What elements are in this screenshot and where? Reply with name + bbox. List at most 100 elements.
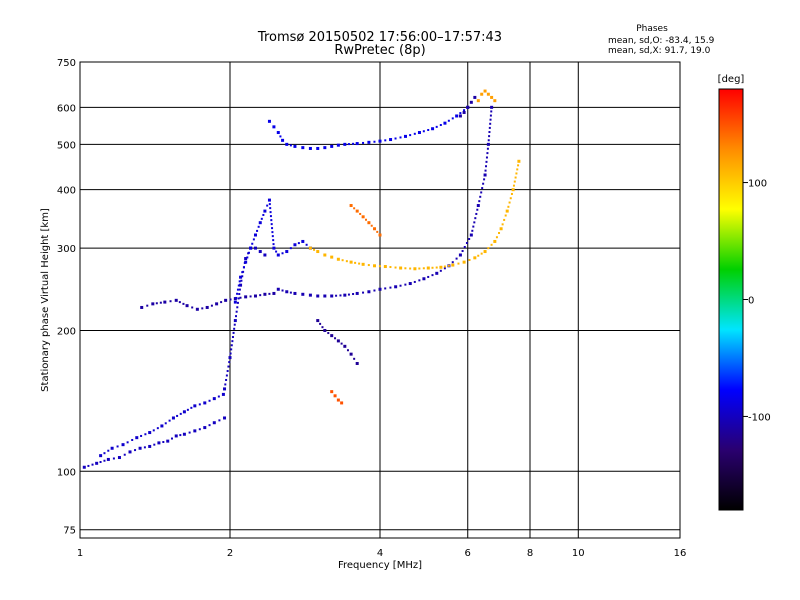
echo-point [473, 95, 477, 99]
echo-point [340, 401, 344, 405]
echo-dot [472, 225, 475, 228]
echo-dot [146, 304, 149, 307]
y-tick-label: 75 [63, 526, 76, 537]
echo-dot [228, 361, 231, 364]
echo-point [439, 265, 443, 269]
echo-dot [241, 271, 244, 274]
echo-point [413, 267, 417, 271]
echo-point [394, 285, 398, 289]
echo-dot [345, 260, 348, 263]
echo-point [285, 142, 289, 146]
echo-point [443, 121, 447, 125]
echo-dot [131, 438, 134, 441]
echo-point [249, 246, 253, 250]
echo-dot [365, 218, 368, 221]
echo-point [378, 139, 382, 143]
echo-dot [489, 118, 492, 121]
echo-dot [179, 412, 182, 415]
echo-dot [256, 229, 259, 232]
echo-point [355, 142, 359, 146]
echo-point [355, 361, 359, 365]
echo-point [367, 221, 371, 225]
echo-point [193, 404, 197, 408]
echo-dot [170, 437, 173, 440]
echo-point [480, 92, 484, 96]
echo-point [336, 257, 340, 261]
echo-dot [210, 304, 213, 307]
echo-point [378, 287, 382, 291]
echo-dot [230, 344, 233, 347]
echo-dot [91, 463, 94, 466]
echo-point [316, 250, 320, 254]
chart-subtitle: RwPretec (8p) [334, 43, 425, 58]
echo-point [486, 92, 490, 96]
echo-dot [463, 246, 466, 249]
echo-point [383, 265, 387, 269]
echo-point [110, 446, 114, 450]
echo-dot [225, 374, 228, 377]
echo-dot [272, 239, 275, 242]
echo-point [285, 250, 289, 254]
echo-dot [198, 403, 201, 406]
echo-dot [443, 265, 446, 268]
echo-dot [353, 357, 356, 360]
y-axis: 75 100 200 300 400 500 600 750 [57, 58, 76, 537]
echo-point [223, 387, 227, 391]
echo-point [330, 390, 334, 394]
echo-point [293, 243, 297, 247]
echo-dot [431, 274, 434, 277]
echo-dot [352, 293, 355, 296]
echo-dot [485, 160, 488, 163]
echo-dot [271, 227, 274, 230]
echo-point [276, 253, 280, 257]
echo-point [253, 233, 257, 237]
echo-point [316, 319, 320, 323]
echo-trace [308, 159, 521, 271]
echo-point [272, 291, 276, 295]
echo-dot [238, 288, 241, 291]
echo-dot [435, 266, 438, 269]
echo-dot [488, 126, 491, 129]
echo-dot [103, 452, 106, 455]
echo-dot [201, 307, 204, 310]
echo-point [316, 146, 320, 150]
echo-point [174, 434, 178, 438]
echo-trace [140, 291, 276, 311]
echo-dot [143, 446, 146, 449]
echo-point [174, 298, 178, 302]
echo-point [378, 233, 382, 237]
phases-title: Phases [636, 24, 668, 34]
echo-point [106, 457, 110, 461]
echo-dot [389, 266, 392, 269]
echo-point [212, 397, 216, 401]
echo-dot [483, 178, 486, 181]
echo-dot [516, 168, 519, 171]
echo-dot [335, 294, 338, 297]
echo-point [272, 246, 276, 250]
echo-point [343, 142, 347, 146]
echo-dot [362, 291, 365, 294]
echo-dot [231, 340, 234, 343]
echo-trace [276, 105, 494, 298]
echo-dot [376, 230, 379, 233]
echo-point [486, 142, 490, 146]
echo-dot [247, 251, 250, 254]
echo-dot [510, 192, 513, 195]
echo-point [233, 319, 237, 323]
echo-point [336, 398, 340, 402]
echo-dot [235, 296, 238, 299]
echo-point [244, 295, 248, 299]
echo-point [253, 246, 257, 250]
echo-dot [378, 265, 381, 268]
x-tick-label: 10 [572, 548, 585, 559]
echo-dot [116, 445, 119, 448]
echo-trace [330, 390, 344, 405]
echo-trace [233, 198, 312, 304]
echo-point [431, 127, 435, 131]
echo-dot [476, 208, 479, 211]
x-tick-label: 2 [227, 548, 233, 559]
echo-point [435, 271, 439, 275]
colorbar-tick-label: 100 [748, 179, 767, 190]
echo-dot [481, 187, 484, 190]
echo-dot [473, 221, 476, 224]
